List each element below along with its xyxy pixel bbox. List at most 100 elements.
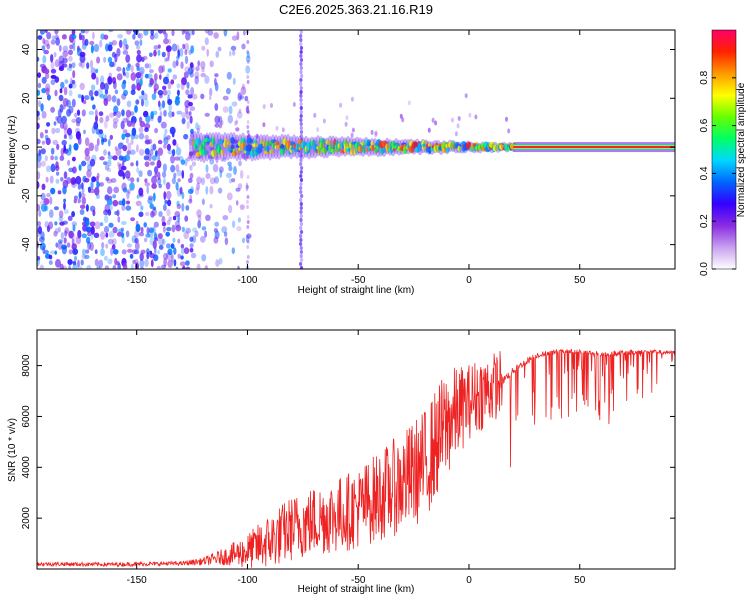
heatmap-cell [176, 203, 182, 210]
heatmap-cell [68, 264, 71, 269]
heatmap-cell [299, 178, 304, 182]
heatmap-cell [125, 71, 130, 79]
heatmap-cell [126, 150, 131, 155]
heatmap-cell [185, 227, 191, 234]
heatmap-cell [158, 103, 162, 111]
heatmap-cell [56, 115, 63, 124]
heatmap-cell [204, 30, 209, 34]
heatmap-cell [163, 204, 167, 211]
heatmap-cell [189, 247, 194, 253]
heatmap-cell [135, 200, 142, 207]
heatmap-cell [190, 252, 197, 259]
heatmap-cell [219, 169, 223, 178]
heatmap-cell [246, 120, 250, 124]
heatmap-cell [109, 204, 113, 211]
heatmap-cell [43, 249, 49, 255]
heatmap-cell [58, 216, 64, 222]
heatmap-cell [299, 246, 303, 250]
heatmap-cell [80, 59, 85, 69]
heatmap-cell [241, 83, 245, 90]
heatmap-cell [171, 224, 176, 233]
y-tick-label: 8000 [21, 354, 32, 377]
heatmap-cell [53, 206, 59, 211]
heatmap-cell [58, 226, 61, 233]
heatmap-cell [108, 30, 114, 33]
heatmap-cell [37, 122, 40, 130]
heatmap-cell [71, 82, 77, 89]
heatmap-cell [123, 72, 126, 77]
heatmap-cell [147, 229, 154, 238]
heatmap-cell [112, 249, 119, 255]
heatmap-cell [98, 131, 104, 139]
heatmap-cell [184, 43, 190, 52]
heatmap-cell [61, 139, 67, 146]
heatmap-cell [79, 209, 85, 215]
heatmap-cell [138, 132, 145, 140]
heatmap-cell [209, 185, 214, 195]
heatmap-cell [41, 87, 47, 94]
heatmap-cell [158, 100, 161, 108]
heatmap-cell [168, 216, 172, 222]
heatmap-cell [299, 202, 303, 206]
heatmap-cell [246, 220, 250, 224]
heatmap-cell [102, 138, 108, 143]
heatmap-cell [78, 164, 82, 172]
heatmap-cell [431, 117, 435, 123]
heatmap-cell [129, 182, 135, 191]
heatmap-cell [360, 141, 366, 146]
heatmap-cell [129, 253, 134, 259]
heatmap-cell [299, 126, 303, 130]
heatmap-cell [53, 121, 57, 126]
heatmap-cell [163, 252, 169, 260]
heatmap-cell [157, 49, 161, 56]
heatmap-cell [170, 79, 175, 85]
heatmap-cell [399, 113, 403, 119]
heatmap-cell [323, 147, 328, 155]
y-tick-label: 0 [21, 144, 32, 150]
heatmap-cell [107, 238, 114, 245]
heatmap-cell [299, 98, 303, 102]
heatmap-cell [99, 39, 103, 48]
heatmap-cell [77, 259, 80, 268]
heatmap-cell [54, 227, 60, 234]
heatmap-cell [138, 232, 145, 237]
heatmap-cell [345, 115, 349, 121]
heatmap-cell [189, 243, 194, 248]
heatmap-cell [59, 122, 65, 129]
heatmap-cell [66, 66, 73, 72]
heatmap-cell [189, 194, 193, 202]
heatmap-cell [125, 66, 131, 72]
heatmap-cell [130, 177, 135, 183]
heatmap-cell [200, 149, 208, 156]
heatmap-cell [79, 82, 85, 91]
heatmap-cell [77, 229, 82, 239]
heatmap-cell [96, 194, 100, 199]
heatmap-cell [195, 187, 200, 196]
heatmap-cell [161, 100, 166, 109]
heatmap-cell [144, 127, 149, 132]
heatmap-cell [88, 110, 95, 116]
heatmap-cell [139, 66, 145, 75]
heatmap-cell [116, 98, 121, 106]
heatmap-cell [89, 40, 95, 46]
heatmap-cell [505, 116, 508, 122]
heatmap-cell [201, 226, 207, 231]
heatmap-cell [299, 118, 303, 122]
heatmap-cell [206, 48, 209, 57]
heatmap-cell [40, 203, 47, 212]
heatmap-cell [189, 115, 193, 124]
heatmap-cell [246, 255, 250, 259]
heatmap-cell [172, 60, 177, 69]
heatmap-cell [152, 240, 157, 250]
heatmap-cell [121, 204, 126, 211]
heatmap-cell [122, 38, 128, 46]
heatmap-cell [299, 78, 303, 82]
heatmap-cell [188, 198, 193, 204]
heatmap-cell [90, 232, 94, 240]
heatmap-cell [62, 50, 69, 58]
heatmap-cell [63, 209, 69, 215]
heatmap-cell [214, 82, 219, 92]
heatmap-cell [164, 199, 168, 205]
heatmap-cell [138, 170, 143, 178]
heatmap-cell [144, 148, 150, 155]
